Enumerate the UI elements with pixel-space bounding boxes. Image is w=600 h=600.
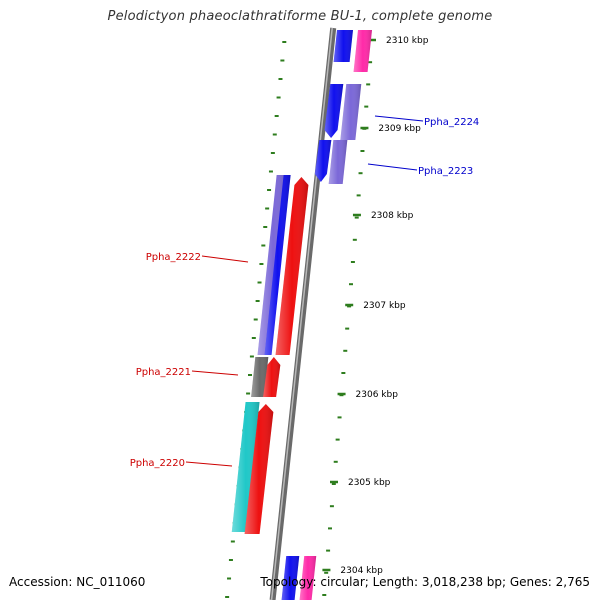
gene-arrow-top-magenta-shading [353,30,372,72]
scale-label: 2306 kbp [356,390,399,400]
gene-arrow-bottom-magenta-shading [299,556,317,600]
gene-arrow-2222-red-shading [275,177,309,355]
gene-arrow-2223-purple-shading [328,140,348,184]
scale-label: 2307 kbp [363,301,406,311]
topology-label: Topology: circular; Length: 3,018,238 bp… [260,575,590,589]
backbone-highlight [270,27,333,600]
gene-leader-line [201,255,249,263]
gene-label: Ppha_2222 [146,252,201,263]
gene-leader-line [185,461,233,467]
gene-arrow-2221-gray-shading [251,357,269,397]
gene-leader-line [374,115,424,122]
gene-label: Ppha_2221 [136,367,191,378]
gene-arrow-top-blue-shading [333,30,353,62]
genome-title: Pelodictyon phaeoclathratiforme BU-1, co… [107,9,493,24]
genome-backbone [269,27,337,600]
gene-arrow-2224-purple-shading [340,84,362,140]
gene-leader-line [367,163,418,171]
accession-label: Accession: NC_011060 [9,575,146,589]
gene-arrow-2220-red-shading [244,404,274,534]
gene-arrow-2221-red-shading [263,357,281,397]
gene-leader-line [191,370,239,376]
gene-label: Ppha_2223 [418,166,473,177]
gene-arrow-2223-blue-shading [314,140,332,182]
scale-label: 2304 kbp [340,566,383,576]
scale-label: 2305 kbp [348,478,391,488]
gene-arrow-2222-blue-shading [264,175,291,355]
gene-arrow-2220-cyan-shading [231,402,260,532]
gene-label: Ppha_2224 [424,117,479,128]
scale-label: 2310 kbp [386,36,429,46]
gene-label: Ppha_2220 [130,458,185,469]
gene-arrow-2224-blue-shading [324,84,344,138]
gene-arrow-bottom-blue-shading [281,556,300,600]
scale-label: 2308 kbp [371,211,414,221]
scale-label: 2309 kbp [378,124,421,134]
